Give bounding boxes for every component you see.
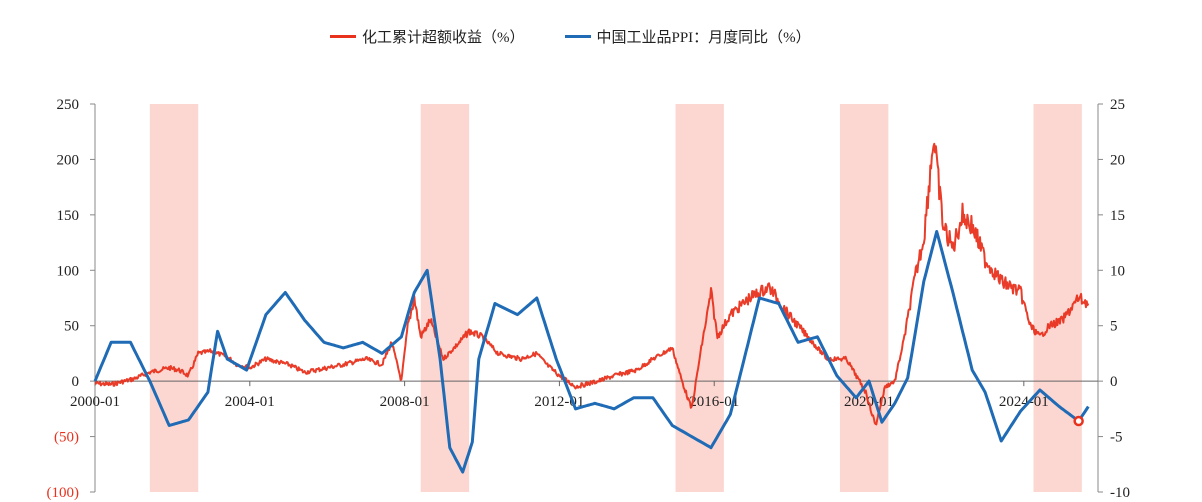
- legend-label: 中国工业品PPI：月度同比（%）: [596, 29, 811, 46]
- y-left-tick-label: (50): [54, 430, 79, 446]
- y-left-tick-label: 0: [72, 374, 80, 390]
- y-right-tick-label: 10: [1110, 263, 1125, 279]
- y-right-tick-label: 5: [1110, 319, 1118, 335]
- y-left-tick-label: 50: [64, 319, 79, 335]
- x-tick-label: 2008-01: [380, 394, 430, 410]
- shaded-period-1: [420, 104, 470, 492]
- y-right-tick-label: -5: [1110, 430, 1123, 446]
- y-right-tick-label: 0: [1110, 374, 1118, 390]
- legend-item-chem-excess-return: 化工累计超额收益（%）: [330, 26, 525, 47]
- series-line-ppi-yoy: [93, 230, 1090, 474]
- shaded-period-0: [149, 104, 199, 492]
- y-right-tick-label: 15: [1110, 208, 1125, 224]
- legend-swatch-red: [330, 34, 356, 38]
- shaded-period-2: [675, 104, 724, 492]
- legend-item-ppi-yoy: 中国工业品PPI：月度同比（%）: [564, 26, 811, 47]
- x-tick-label: 2024-01: [999, 394, 1049, 410]
- y-left-tick-label: 250: [57, 97, 80, 113]
- x-tick-label: 2004-01: [225, 394, 275, 410]
- y-right-tick-label: -10: [1110, 485, 1130, 501]
- y-left-tick-label: (100): [47, 485, 80, 501]
- y-left-tick-label: 100: [57, 263, 80, 279]
- y-left-tick-label: 200: [57, 152, 80, 168]
- y-right-tick-label: 25: [1110, 97, 1125, 113]
- y-right-tick-label: 20: [1110, 152, 1125, 168]
- shaded-period-3: [839, 104, 889, 492]
- legend-label: 化工累计超额收益（%）: [362, 29, 525, 46]
- ppi-endpoint-marker: [1073, 415, 1084, 427]
- series-line-chem-excess-return: [94, 142, 1090, 426]
- y-left-tick-label: 150: [57, 208, 80, 224]
- shaded-period-4: [1033, 104, 1082, 492]
- x-tick-label: 2000-01: [70, 394, 120, 410]
- legend-swatch-blue: [564, 34, 591, 38]
- x-tick-label: 2016-01: [689, 394, 739, 410]
- chart-legend: 化工累计超额收益（%） 中国工业品PPI：月度同比（%）: [330, 24, 811, 48]
